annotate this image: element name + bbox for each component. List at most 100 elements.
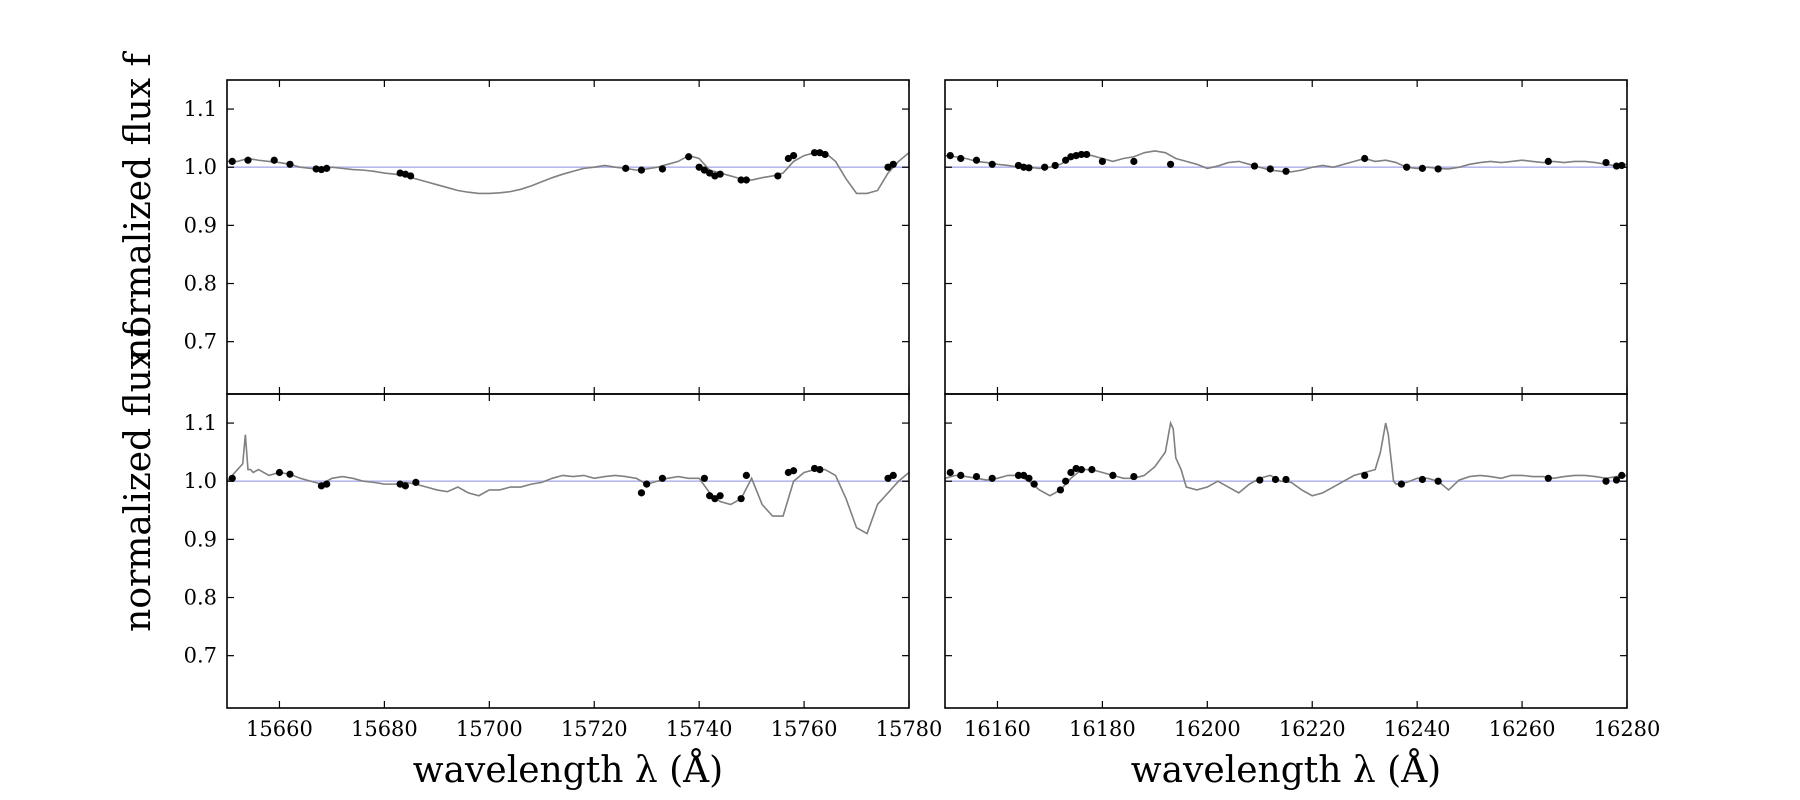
data-point <box>275 468 284 477</box>
y-tick-label: 0.8 <box>184 586 217 610</box>
data-point <box>1062 477 1070 485</box>
data-point <box>784 154 792 163</box>
spectrum-line <box>944 420 1628 497</box>
data-point <box>1602 158 1610 167</box>
data-point <box>286 160 294 168</box>
data-point <box>1109 471 1117 480</box>
data-point <box>658 474 667 482</box>
x-tick-label: 15780 <box>876 717 943 741</box>
data-point <box>1602 477 1610 485</box>
data-point <box>1618 161 1626 170</box>
spectrum-line <box>227 151 910 195</box>
data-point <box>407 172 415 180</box>
x-tick-label: 16240 <box>1384 717 1451 741</box>
data-point <box>1256 476 1264 484</box>
data-point <box>1166 160 1175 168</box>
data-point <box>1403 163 1411 171</box>
panel-top-left: 0.7 0.8 0.9 1.0 1.1 <box>184 79 910 395</box>
data-point <box>742 176 750 184</box>
data-point <box>1250 162 1259 170</box>
data-point <box>1130 157 1138 166</box>
data-point <box>1618 471 1626 480</box>
data-point <box>1056 486 1065 494</box>
x-tick-label: 16180 <box>1069 717 1136 741</box>
data-point <box>270 156 278 164</box>
data-point <box>1025 164 1033 172</box>
data-point <box>622 164 630 172</box>
data-point <box>1014 471 1023 480</box>
x-tick-label: 15720 <box>561 717 628 741</box>
data-point <box>695 163 703 171</box>
data-point <box>1020 471 1028 480</box>
data-point <box>706 169 714 177</box>
data-point <box>957 154 965 163</box>
data-point <box>1030 480 1038 488</box>
x-axis-label-left: wavelength λ (Å) <box>413 749 723 791</box>
x-tick-label: 16280 <box>1594 717 1661 741</box>
data-point <box>1612 162 1621 170</box>
data-point <box>1282 475 1290 484</box>
data-point <box>1077 150 1085 159</box>
data-point <box>1418 475 1426 484</box>
panel-bottom-right: 16160 16180 16200 16220 16240 16260 16280 <box>944 393 1661 741</box>
data-point <box>789 151 798 160</box>
data-point <box>816 465 824 474</box>
data-point <box>716 170 724 178</box>
y-axis-label-bottom: normalized flux f <box>118 321 159 631</box>
x-tick-label: 15660 <box>246 717 313 741</box>
plot-frame <box>944 393 1628 709</box>
data-point <box>706 492 714 500</box>
data-point <box>716 492 724 500</box>
data-point <box>711 495 719 503</box>
data-point <box>957 471 965 480</box>
x-axis-label-right: wavelength λ (Å) <box>1131 749 1441 791</box>
y-tick-label: 1.1 <box>184 97 217 121</box>
data-point <box>946 468 954 477</box>
data-point <box>323 164 331 172</box>
data-point <box>700 474 709 482</box>
data-point <box>810 149 819 157</box>
data-point <box>889 471 897 480</box>
data-point <box>1361 471 1369 480</box>
data-point <box>1088 465 1096 474</box>
data-point <box>1434 477 1442 485</box>
data-point <box>1271 475 1280 484</box>
data-point <box>1098 157 1106 166</box>
data-point <box>1266 165 1274 173</box>
y-tick-label: 1.1 <box>184 411 217 435</box>
data-point <box>972 472 981 481</box>
plot-frame <box>226 393 910 709</box>
data-point <box>884 163 892 171</box>
data-point <box>821 150 829 159</box>
data-point <box>884 474 892 482</box>
x-tick-label: 15680 <box>351 717 418 741</box>
data-point <box>1077 465 1085 474</box>
data-point <box>1418 164 1426 172</box>
data-point <box>658 165 667 173</box>
data-point <box>401 482 409 490</box>
data-point <box>637 166 646 174</box>
y-tick-label: 0.7 <box>184 330 217 354</box>
data-point <box>1083 150 1091 159</box>
x-tick-label: 15760 <box>771 717 838 741</box>
data-point <box>946 151 954 160</box>
data-point <box>1041 163 1049 171</box>
y-tick-label: 0.7 <box>184 644 217 668</box>
data-point <box>1062 156 1070 164</box>
data-point <box>1544 157 1552 166</box>
x-tick-label: 16200 <box>1174 717 1241 741</box>
data-point <box>412 478 420 486</box>
data-point <box>228 157 236 166</box>
data-point <box>1361 154 1369 163</box>
x-tick-label: 16260 <box>1489 717 1556 741</box>
data-point <box>685 153 693 161</box>
y-tick-label: 0.9 <box>184 213 217 237</box>
y-tick-label: 0.9 <box>184 527 217 551</box>
data-point <box>1130 472 1138 481</box>
data-point <box>1020 163 1028 171</box>
plot-frame <box>944 79 1628 395</box>
data-point <box>988 160 996 168</box>
data-point <box>286 470 294 478</box>
data-point <box>1612 476 1621 484</box>
